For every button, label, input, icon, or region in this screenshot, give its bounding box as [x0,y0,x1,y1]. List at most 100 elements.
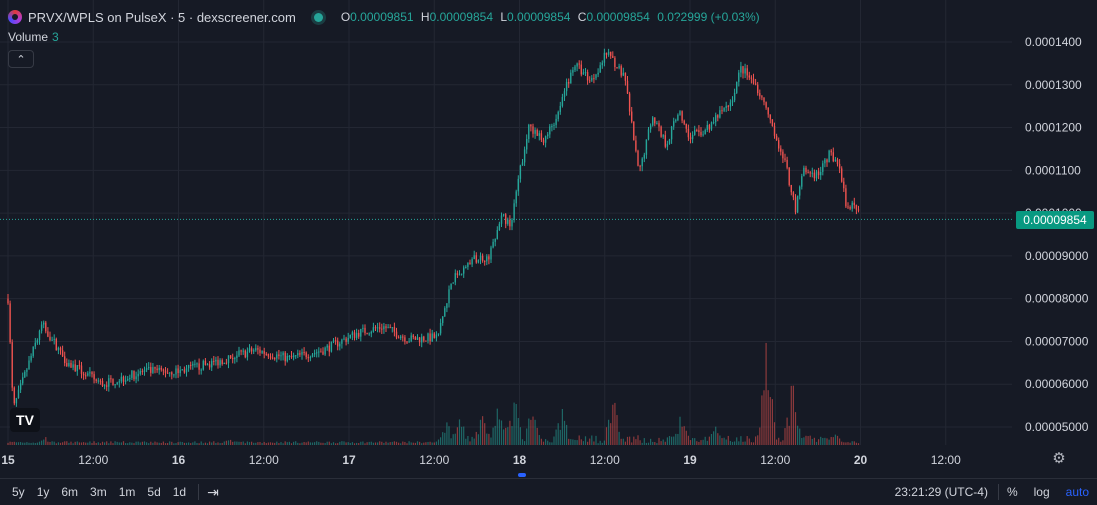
volume-bar [788,425,790,445]
volume-bar [461,426,463,445]
candle-body [223,362,225,364]
volume-bar [427,441,429,445]
range-1d-button[interactable]: 1d [172,485,187,499]
volume-bar [629,436,631,445]
volume-bar [200,441,202,445]
volume-bar [815,441,818,445]
candle-body [402,336,404,338]
candle-body [658,123,660,127]
time-tick-label: 12:00 [760,453,790,467]
candlestick-series [7,48,860,407]
gear-icon[interactable]: ⚙ [1052,450,1066,467]
candle-body [505,214,507,224]
volume-bar [322,442,324,445]
range-1y-button[interactable]: 1y [36,485,50,499]
candle-body [698,130,700,133]
volume-bar [822,437,824,445]
candle-body [460,273,463,275]
volume-bar [624,441,626,445]
volume-bar [15,442,17,445]
ohlc-high-value: 0.00009854 [429,10,493,24]
candle-body [589,80,591,82]
volume-bar [351,442,353,445]
volume-bar [616,415,618,445]
volume-bar [692,438,694,445]
volume-bar [406,443,408,445]
candle-body [769,114,771,120]
range-3m-button[interactable]: 3m [90,485,107,499]
candle-body [744,68,746,74]
volume-bar [797,425,799,445]
volume-bar [32,442,34,445]
volume-bar [570,439,572,445]
auto-scale-toggle[interactable]: auto [1065,485,1089,499]
volume-bar [660,441,662,445]
range-5y-button[interactable]: 5y [12,485,25,499]
clock[interactable]: 23:21:29 (UTC-4) [894,485,988,499]
volume-bar [614,402,616,445]
volume-bar [11,441,13,445]
volume-bar [503,429,505,445]
volume-bar [532,416,534,445]
candle-body [782,151,784,159]
candle-body [148,367,150,369]
candle-body [463,267,465,274]
volume-bars [7,342,860,445]
candle-body [351,332,354,336]
volume-bar [639,440,641,445]
candle-body [662,135,664,137]
candle-body [169,372,171,374]
candle-body [406,341,408,343]
toolbar-drag-handle[interactable] [518,473,526,477]
candle-body [788,167,790,185]
volume-bar [114,441,116,445]
volume-bar [654,442,656,445]
volume-bar [341,441,343,445]
candle-body [754,83,757,85]
volume-bar [133,443,135,445]
candle-body [171,372,173,375]
log-scale-toggle[interactable]: log [1033,485,1050,499]
volume-bar [572,439,574,445]
candle-body [412,335,414,338]
candle-body [568,82,570,84]
candle-body [160,367,162,370]
volume-bar [708,436,710,445]
price-axis[interactable]: 0.0001400 0.0001300 0.0001200 0.0001100 0.00… [1012,0,1097,478]
candle-body [177,368,179,373]
candle-body [616,67,618,69]
volume-bar [43,439,45,445]
percent-scale-toggle[interactable]: % [1006,485,1018,499]
time-tick-label: 15 [1,453,15,467]
date-range-icon[interactable]: ⇥ [207,483,219,500]
volume-bar [374,442,377,445]
candle-body [158,367,160,371]
volume-bar [391,441,393,445]
volume-bar [467,436,469,445]
range-1m-button[interactable]: 1m [118,485,136,499]
volume-bar [120,442,122,445]
candle-body [610,51,612,56]
volume-bar [13,441,15,445]
time-axis[interactable]: 15 12:00 16 12:00 17 12:00 18 12:00 19 12:00 20 12:… [1,453,961,467]
candle-body [496,230,498,240]
collapse-legend-button[interactable]: ⌃ [8,50,34,68]
volume-bar [635,439,637,445]
volume-bar [215,442,217,445]
range-5d-button[interactable]: 5d [147,485,161,499]
candle-body [152,367,154,373]
volume-bar [64,441,66,445]
candle-body [246,351,249,358]
symbol-title[interactable]: PRVX/WPLS on PulseX · 5 · dexscreener.co… [28,9,296,25]
price-chart[interactable]: 0.0001400 0.0001300 0.0001200 0.0001100 0.00… [0,0,1097,478]
volume-bar [404,441,406,445]
candle-body [274,358,276,360]
candle-body [366,333,368,335]
tradingview-logo[interactable]: TV [10,408,40,432]
range-6m-button[interactable]: 6m [61,485,79,499]
volume-bar [68,442,70,445]
candle-body [626,80,629,94]
candle-body [494,239,496,242]
candle-body [362,327,364,329]
volume-bar [784,428,786,445]
